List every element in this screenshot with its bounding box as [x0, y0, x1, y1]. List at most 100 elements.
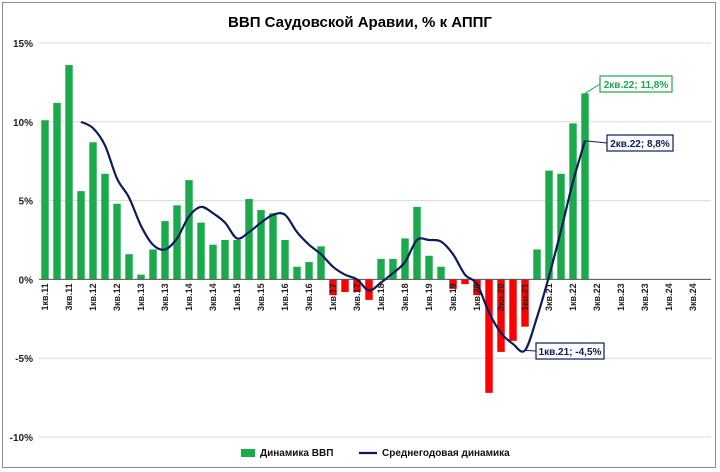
- callout-label: 2кв.22; 11,8%: [604, 80, 669, 91]
- x-tick-label: 1кв.22: [568, 283, 578, 311]
- x-tick-label: 3кв.17: [352, 283, 362, 311]
- bar-1кв.14: [185, 180, 193, 280]
- x-tick-label: 1кв.16: [280, 283, 290, 311]
- chart-title: ВВП Саудовской Аравии, % к АППГ: [228, 14, 492, 31]
- x-tick-label: 1кв.13: [136, 283, 146, 311]
- bar-3кв.18: [401, 238, 409, 280]
- bar-2кв.21: [533, 249, 541, 280]
- x-tick-label: 3кв.13: [160, 283, 170, 311]
- bar-2кв.20: [485, 279, 493, 393]
- bar-3кв.15: [257, 210, 265, 280]
- x-tick-label: 3кв.12: [112, 283, 122, 311]
- bar-2кв.11: [53, 102, 61, 280]
- bar-1кв.16: [281, 240, 289, 280]
- x-tick-label: 3кв.22: [592, 283, 602, 311]
- bar-4кв.12: [125, 254, 133, 280]
- y-tick-label: 10%: [13, 118, 33, 129]
- x-tick-label: 3кв.24: [688, 283, 698, 311]
- x-tick-label: 3кв.23: [640, 283, 650, 311]
- bar-2кв.18: [389, 258, 397, 280]
- bar-3кв.19: [449, 279, 457, 289]
- legend: Динамика ВВП Среднегодовая динамика: [241, 448, 510, 459]
- gridlines: [39, 42, 711, 438]
- y-tick-label: -5%: [15, 354, 33, 365]
- callout-leader: [584, 83, 601, 94]
- bar-1кв.17: [329, 279, 337, 296]
- bar-1кв.18: [377, 258, 385, 280]
- bar-1кв.15: [233, 240, 241, 280]
- y-tick-label: 15%: [13, 39, 33, 50]
- x-tick-label: 3кв.15: [256, 283, 266, 311]
- y-axis-ticks: -10% -5% 0% 5% 10% 15%: [10, 39, 33, 444]
- bar-4кв.19: [461, 279, 469, 285]
- x-tick-label: 1кв.19: [424, 283, 434, 311]
- y-tick-label: -10%: [10, 433, 33, 444]
- bar-1кв.19: [425, 255, 433, 280]
- bar-4кв.14: [221, 240, 229, 280]
- bar-3кв.17: [353, 279, 361, 293]
- bar-4кв.13: [173, 205, 181, 280]
- x-tick-label: 1кв.14: [184, 283, 194, 311]
- x-tick-label: 3кв.11: [64, 283, 74, 310]
- x-tick-label: 1кв.20: [472, 283, 482, 311]
- x-tick-label: 3кв.14: [208, 283, 218, 311]
- y-tick-label: 0%: [19, 275, 34, 286]
- x-tick-label: 1кв.21: [520, 283, 530, 311]
- chart-frame: ВВП Саудовской Аравии, % к АППГ -10% -5% 0…: [2, 2, 716, 468]
- x-tick-label: 3кв.21: [544, 283, 554, 311]
- callout-label: 1кв.21; -4,5%: [539, 347, 602, 358]
- bar-4кв.20: [509, 279, 517, 341]
- bar-3кв.11: [65, 65, 73, 280]
- x-tick-label: 1кв.11: [40, 283, 50, 310]
- x-tick-label: 1кв.18: [376, 283, 386, 311]
- bar-1кв.13: [137, 274, 145, 280]
- bar-3кв.16: [305, 262, 313, 280]
- bar-3кв.20: [497, 279, 505, 352]
- bar-1кв.11: [41, 120, 49, 280]
- line-series: [80, 120, 587, 353]
- x-tick-label: 3кв.18: [400, 283, 410, 311]
- callout-leader: [584, 140, 608, 144]
- bar-2кв.17: [341, 279, 349, 293]
- x-tick-label: 1кв.24: [664, 283, 674, 311]
- bar-4кв.15: [269, 213, 277, 280]
- x-tick-label: 3кв.19: [448, 283, 458, 311]
- bar-2кв.15: [245, 199, 253, 280]
- bar-series: [41, 65, 589, 393]
- legend-label: Динамика ВВП: [260, 448, 333, 459]
- bar-2кв.12: [101, 173, 109, 280]
- legend-marker-bars: [241, 449, 255, 457]
- bar-1кв.20: [473, 279, 481, 296]
- bar-1кв.12: [89, 142, 97, 280]
- chart-svg: ВВП Саудовской Аравии, % к АППГ -10% -5% 0…: [10, 14, 711, 459]
- callout-box: [599, 75, 673, 93]
- callout-box: [606, 134, 674, 152]
- x-axis-ticks: 1кв.11 3кв.11 1кв.12 3кв.12 1кв.13 3кв.13 1кв.…: [40, 283, 698, 311]
- line-average-dynamics: [80, 120, 587, 353]
- bar-4кв.18: [413, 206, 421, 280]
- legend-label: Среднегодовая динамика: [382, 448, 510, 459]
- y-tick-label: 5%: [19, 197, 34, 208]
- x-tick-label: 1кв.17: [328, 283, 338, 311]
- x-tick-label: 1кв.23: [616, 283, 626, 311]
- callout-box: [535, 342, 605, 360]
- callout-label: 2кв.22; 8,8%: [610, 139, 670, 150]
- bar-2кв.16: [293, 266, 301, 280]
- bar-1кв.21: [521, 279, 529, 327]
- annotations: 2кв.22; 11,8% 2кв.22; 8,8% 1кв.21; -4,5%: [524, 75, 674, 360]
- bar-2кв.19: [437, 266, 445, 280]
- x-tick-label: 3кв.16: [304, 283, 314, 311]
- bar-1кв.22: [569, 123, 577, 280]
- bar-4кв.16: [317, 246, 325, 280]
- bar-3кв.12: [113, 203, 121, 280]
- x-tick-label: 3кв.20: [496, 283, 506, 311]
- bar-3кв.21: [545, 170, 553, 280]
- bar-2кв.22: [581, 93, 589, 280]
- x-tick-label: 1кв.15: [232, 283, 242, 311]
- bar-2кв.14: [197, 222, 205, 280]
- bar-2кв.13: [149, 249, 157, 280]
- callout-leader: [524, 349, 537, 352]
- bar-3кв.14: [209, 244, 217, 280]
- x-tick-label: 1кв.12: [88, 283, 98, 311]
- bar-4кв.11: [77, 191, 85, 280]
